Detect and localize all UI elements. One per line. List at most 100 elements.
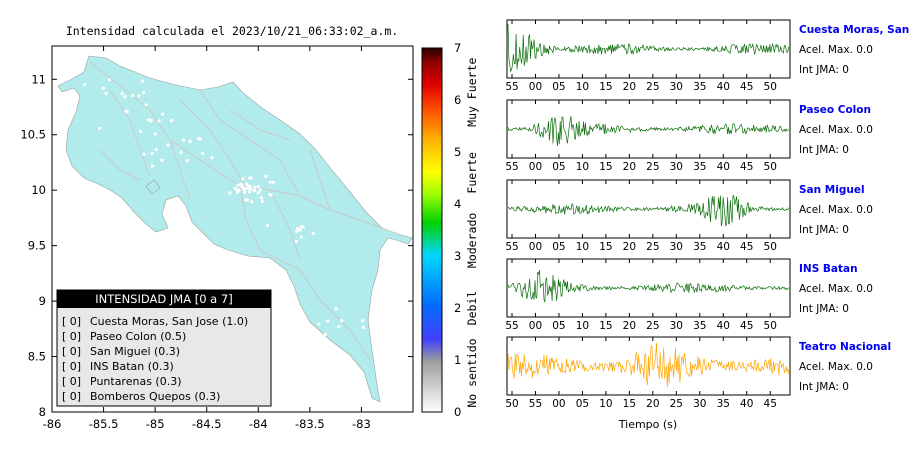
map-y-tick-label: 10 — [31, 183, 46, 197]
waveform-tick-label: 45 — [764, 398, 777, 410]
waveform-tick-label: 30 — [693, 398, 706, 410]
int-jma-label: Int JMA: 0 — [799, 381, 849, 393]
waveform-trace — [507, 194, 790, 227]
colorbar-tick-label: 4 — [454, 197, 461, 211]
waveform-tick-label: 55 — [505, 241, 518, 253]
legend-entry-bracket: [ 0] — [62, 375, 81, 388]
station-name: San Miguel — [799, 184, 865, 196]
int-jma-label: Int JMA: 0 — [799, 144, 849, 156]
waveform-tick-label: 20 — [623, 161, 636, 173]
map-y-tick-label: 8 — [39, 405, 46, 419]
map-x-tick-label: -86 — [43, 417, 62, 431]
city-dot — [142, 91, 146, 95]
city-dot — [253, 185, 257, 189]
waveform-tick-label: 55 — [505, 320, 518, 332]
waveform-tick-label: 15 — [599, 241, 612, 253]
colorbar-category-label: Moderado — [465, 213, 479, 268]
waveform-tick-label: 15 — [599, 81, 612, 93]
city-dot — [294, 239, 298, 244]
waveform-tick-label: 40 — [717, 320, 730, 332]
waveform-tick-label: 45 — [740, 161, 753, 173]
waveform-tick-label: 00 — [529, 241, 542, 253]
waveform-tick-label: 45 — [740, 241, 753, 253]
colorbar-labels: No sentido Debil Moderado Fuerte Muy Fuerte — [465, 58, 479, 408]
legend-entry-name: Cuesta Moras, San Jose (1.0) — [90, 315, 248, 328]
legend-entries: [ 0] Cuesta Moras, San Jose (1.0) [ 0] Pase… — [62, 315, 248, 403]
map-title: Intensidad calculada el 2023/10/21_06:33… — [66, 24, 398, 38]
legend-entry-bracket: [ 0] — [62, 345, 81, 358]
city-dot — [250, 200, 254, 204]
city-dot — [124, 109, 128, 113]
waveform-tick-label: 40 — [717, 241, 730, 253]
city-dot — [166, 143, 170, 147]
city-dot — [294, 229, 299, 234]
waveform-panel: 50 55 00 05 10 15 20 25 30 35 40 45 Teatro Nacional A… — [505, 336, 891, 410]
map-x-tick-label: -85 — [146, 417, 165, 431]
waveform-trace — [507, 24, 790, 73]
city-dot — [196, 137, 201, 141]
legend-entry-name: Puntarenas (0.3) — [90, 375, 182, 388]
legend-entry-name: INS Batan (0.3) — [90, 360, 174, 373]
city-dot — [260, 199, 264, 204]
waveform-tick-label: 05 — [552, 161, 565, 173]
waveform-tick-label: 20 — [623, 241, 636, 253]
city-dot — [131, 93, 135, 98]
waveform-tick-label: 05 — [552, 320, 565, 332]
waveform-frame — [506, 179, 791, 239]
city-dot — [242, 187, 246, 191]
colorbar-tick-label: 3 — [454, 249, 461, 263]
map-x-tick-label: -83.5 — [295, 417, 325, 431]
city-dot — [169, 118, 174, 123]
city-dot — [123, 95, 127, 99]
city-dot — [147, 118, 151, 122]
colorbar-tick-label: 5 — [454, 145, 461, 159]
city-dot — [154, 148, 158, 152]
acel-max-label: Acel. Max. 0.0 — [799, 44, 873, 56]
city-dot — [259, 196, 264, 200]
city-dot — [150, 151, 154, 155]
waveform-tick-label: 20 — [623, 81, 636, 93]
colorbar-tick-label: 6 — [454, 93, 461, 107]
waveform-tick-label: 50 — [505, 398, 518, 410]
map-y-tick-label: 9 — [39, 294, 46, 308]
city-dot — [252, 189, 256, 193]
waveform-tick-label: 00 — [552, 398, 565, 410]
waveform-tick-label: 10 — [576, 320, 589, 332]
city-dot — [140, 79, 145, 83]
waveform-tick-label: 55 — [529, 398, 542, 410]
city-dot — [299, 235, 304, 239]
city-dot — [83, 83, 87, 87]
waveform-tick-label: 20 — [646, 398, 659, 410]
colorbar-tick-label: 7 — [454, 41, 461, 55]
city-dot — [98, 126, 102, 131]
city-dot — [210, 156, 214, 160]
acel-max-label: Acel. Max. 0.0 — [799, 361, 873, 373]
acel-max-label: Acel. Max. 0.0 — [799, 204, 873, 216]
waveform-tick-label: 25 — [646, 320, 659, 332]
waveform-trace — [507, 342, 790, 388]
map-x-tick-label: -85.5 — [89, 417, 119, 431]
city-dot — [299, 225, 303, 229]
waveform-tick-label: 35 — [693, 320, 706, 332]
road-network — [89, 61, 399, 361]
city-dot — [104, 91, 108, 95]
map-y-axis: 11 10.5 10 9.5 9 8.5 8 — [20, 72, 413, 419]
waveform-tick-label: 25 — [646, 241, 659, 253]
waveform-tick-label: 25 — [646, 161, 659, 173]
waveform-tick-label: 15 — [599, 320, 612, 332]
city-dot — [228, 191, 232, 195]
colorbar-category-label: No sentido — [465, 338, 479, 407]
city-dot — [256, 184, 260, 189]
waveform-panels: 55 00 05 10 15 20 25 30 35 40 45 50 Cuesta Moras, Sa… — [505, 19, 910, 410]
costa-rica-landmass — [57, 55, 413, 403]
colorbar-gradient — [421, 47, 443, 413]
city-dot — [182, 138, 186, 142]
waveform-tick-label: 45 — [740, 320, 753, 332]
colorbar-category-label: Debil — [465, 291, 479, 326]
city-dot — [334, 307, 338, 311]
city-dot — [233, 186, 238, 191]
station-name: Cuesta Moras, San Jose — [799, 24, 910, 36]
waveform-tick-label: 45 — [740, 81, 753, 93]
city-dot — [144, 103, 148, 107]
